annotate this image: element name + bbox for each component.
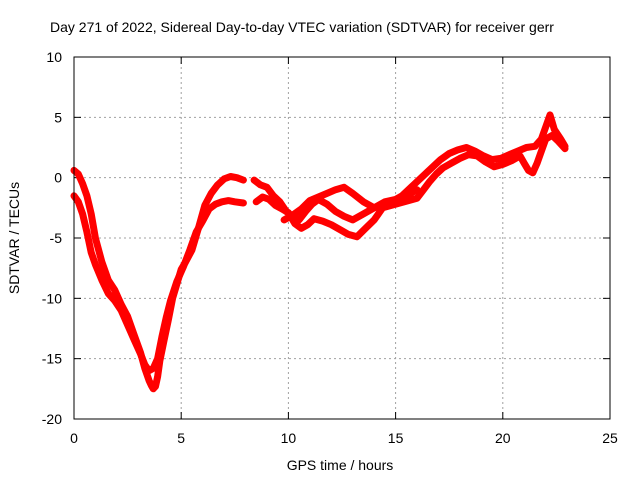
grid-layer	[74, 57, 610, 419]
x-tick-label: 15	[388, 430, 404, 446]
x-tick-label: 5	[177, 430, 185, 446]
series-layer	[70, 111, 569, 393]
series-line-4	[252, 131, 569, 241]
y-tick-label: -10	[42, 290, 62, 306]
tick-label-layer: 0 5 10 15 20 25 -20 -15 -10 -5 0 5 10	[42, 49, 618, 446]
x-tick-label: 10	[281, 430, 297, 446]
y-tick-label: -5	[50, 230, 63, 246]
y-tick-label: 0	[54, 170, 62, 186]
y-axis-label: SDTVAR / TECUs	[6, 182, 22, 294]
series-line-1	[70, 166, 247, 393]
y-tick-label: 5	[54, 109, 62, 125]
chart-title: Day 271 of 2022, Sidereal Day-to-day VTE…	[50, 19, 554, 35]
x-axis-label: GPS time / hours	[287, 457, 394, 473]
series-line-2	[70, 192, 247, 375]
y-tick-label: -20	[42, 411, 62, 427]
series-line-3	[250, 111, 569, 224]
x-tick-label: 0	[70, 430, 78, 446]
plot-frame	[73, 56, 611, 420]
x-tick-label: 20	[495, 430, 511, 446]
series-line-5	[280, 183, 421, 224]
x-tick-label: 25	[602, 430, 618, 446]
y-tick-label: 10	[46, 49, 62, 65]
y-tick-label: -15	[42, 351, 62, 367]
